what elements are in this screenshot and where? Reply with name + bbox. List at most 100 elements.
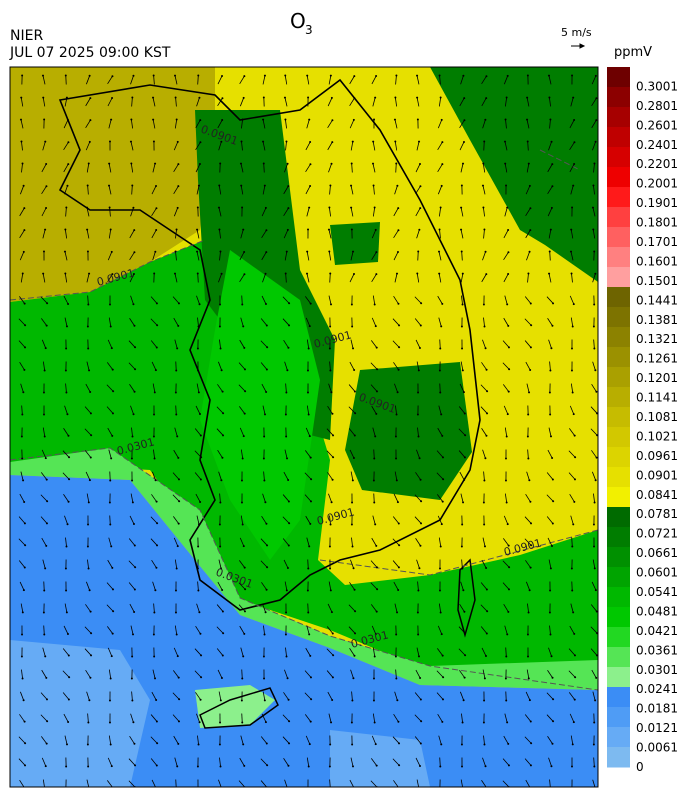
- wind-arrow-head: [595, 589, 597, 591]
- wind-arrow-head: [266, 544, 268, 546]
- wind-arrow-head: [372, 141, 374, 143]
- wind-arrow-head: [89, 391, 91, 393]
- wind-arrow-head: [68, 478, 70, 480]
- wind-arrow-head: [266, 346, 268, 348]
- wind-arrow-head: [308, 347, 310, 349]
- wind-arrow-head: [244, 413, 246, 415]
- wind-arrow-head: [328, 207, 330, 209]
- wind-arrow-head: [156, 765, 158, 767]
- map: [10, 67, 598, 789]
- wind-arrow-head: [570, 229, 572, 231]
- wind-arrow-head: [574, 676, 576, 678]
- wind-arrow-head: [264, 75, 266, 77]
- wind-arrow-head: [331, 163, 333, 165]
- wind-arrow-head: [441, 185, 443, 187]
- wind-arrow-head: [548, 75, 550, 77]
- wind-arrow-head: [372, 163, 374, 165]
- colorbar-label: 0.2001: [636, 177, 678, 191]
- wind-arrow-head: [266, 566, 268, 568]
- wind-arrow-head: [88, 699, 90, 701]
- wind-arrow-head: [461, 567, 463, 569]
- wind-arrow-head: [461, 251, 463, 253]
- wind-arrow-head: [197, 207, 199, 209]
- wind-arrow-head: [197, 273, 199, 275]
- wind-arrow-head: [374, 721, 376, 723]
- wind-arrow-head: [24, 764, 26, 766]
- wind-arrow-head: [198, 391, 200, 393]
- wind-arrow-head: [156, 302, 158, 304]
- wind-arrow-head: [109, 303, 111, 305]
- wind-arrow-head: [219, 325, 221, 327]
- wind-arrow-head: [442, 698, 444, 700]
- wind-arrow-head: [87, 721, 89, 723]
- wind-arrow-head: [573, 501, 575, 503]
- wind-arrow-head: [43, 251, 45, 253]
- colorbar-swatch: [607, 167, 630, 188]
- wind-arrow-head: [483, 479, 485, 481]
- wind-arrow-head: [376, 368, 378, 370]
- wind-arrow-head: [130, 141, 132, 143]
- wind-arrow-head: [397, 589, 399, 591]
- wind-arrow-head: [68, 698, 70, 700]
- wind-arrow-head: [23, 251, 25, 253]
- wind-arrow-head: [285, 633, 287, 635]
- wind-arrow-head: [45, 185, 47, 187]
- wind-arrow-head: [243, 347, 245, 349]
- wind-arrow-head: [45, 163, 47, 165]
- wind-arrow-head: [134, 588, 136, 590]
- wind-arrow-head: [527, 435, 529, 437]
- wind-arrow-head: [109, 501, 111, 503]
- wind-arrow: [110, 516, 111, 525]
- wind-arrow-head: [595, 141, 597, 143]
- wind-arrow-head: [529, 251, 531, 253]
- wind-arrow-head: [552, 698, 554, 700]
- wind-arrow-head: [45, 765, 47, 767]
- wind-arrow-head: [395, 435, 397, 437]
- wind-arrow-head: [218, 207, 220, 209]
- wind-arrow-head: [89, 75, 91, 77]
- wind-arrow-head: [111, 251, 113, 253]
- wind-arrow-head: [483, 699, 485, 701]
- wind-arrow-head: [177, 207, 179, 209]
- wind-arrow-head: [529, 699, 531, 701]
- wind-arrow-head: [22, 273, 24, 275]
- wind-arrow-head: [65, 369, 67, 371]
- colorbar-label: 0.1141: [636, 391, 678, 405]
- wind-arrow-head: [439, 765, 441, 767]
- wind-arrow-head: [418, 369, 420, 371]
- wind-arrow-head: [571, 766, 573, 768]
- wind-arrow-head: [550, 347, 552, 349]
- wind-arrow-head: [68, 676, 70, 678]
- wind-arrow-head: [264, 699, 266, 701]
- wind-arrow-head: [592, 229, 594, 231]
- wind-arrow-head: [396, 479, 398, 481]
- wind-arrow-head: [178, 478, 180, 480]
- wind-arrow-head: [197, 325, 199, 327]
- wind-arrow-head: [418, 567, 420, 569]
- wind-arrow-head: [45, 545, 47, 547]
- wind-arrow-head: [154, 163, 156, 165]
- wind-arrow-head: [24, 522, 26, 524]
- wind-arrow-head: [440, 743, 442, 745]
- wind-arrow-head: [197, 787, 199, 789]
- wind-arrow-head: [265, 391, 267, 393]
- wind-arrow-head: [594, 699, 596, 701]
- wind-arrow-head: [417, 251, 419, 253]
- wind-arrow-head: [508, 346, 510, 348]
- wind-arrow-head: [221, 457, 223, 459]
- wind-arrow-head: [464, 456, 466, 458]
- wind-arrow-head: [330, 589, 332, 591]
- wind-arrow-head: [462, 163, 464, 165]
- wind-arrow-head: [243, 97, 245, 99]
- wind-arrow-head: [574, 435, 576, 437]
- wind-arrow-head: [178, 523, 180, 525]
- wind-arrow-head: [86, 229, 88, 231]
- wind-arrow-head: [419, 765, 421, 767]
- wind-arrow-head: [418, 787, 420, 789]
- wind-arrow-head: [462, 303, 464, 305]
- wind-arrow-head: [244, 368, 246, 370]
- colorbar-swatch: [607, 367, 630, 388]
- wind-arrow-head: [110, 119, 112, 121]
- wind-arrow-head: [112, 610, 114, 612]
- wind-arrow-head: [309, 435, 311, 437]
